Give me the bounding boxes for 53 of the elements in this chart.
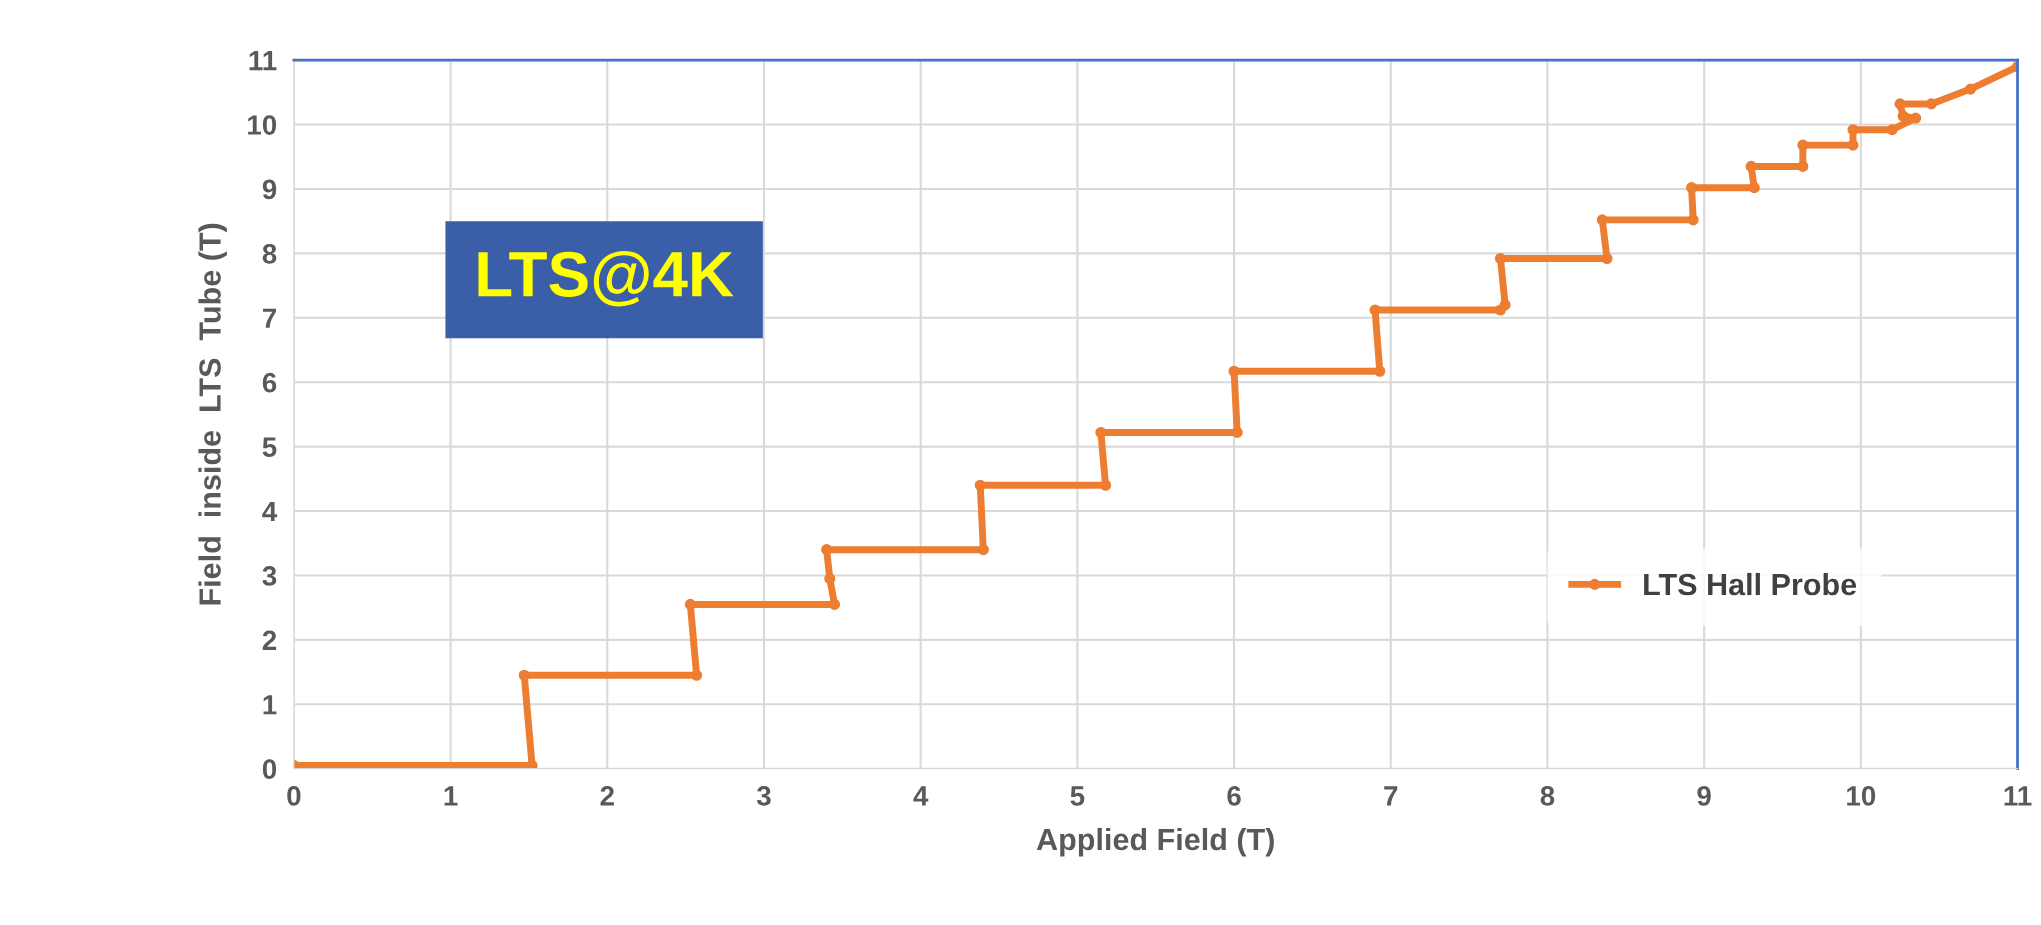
x-tick-label: 6 xyxy=(1227,786,1241,806)
x-tick-label: 10 xyxy=(1847,786,1876,806)
point xyxy=(1748,182,1760,194)
point xyxy=(1374,365,1386,377)
y-tick-label: 10 xyxy=(248,115,277,135)
x-tick-label: 0 xyxy=(287,786,301,806)
y-tick-label: 5 xyxy=(262,437,277,457)
point xyxy=(1601,252,1613,265)
x-tick-label: 8 xyxy=(1540,786,1555,806)
x-tick-label: 1 xyxy=(444,786,458,806)
point xyxy=(691,669,703,681)
y-tick-label: 9 xyxy=(262,179,277,200)
point xyxy=(824,573,836,585)
x-tick-label: 3 xyxy=(756,786,771,806)
point xyxy=(684,598,696,610)
point xyxy=(1745,160,1757,172)
annotation: LTS@4K xyxy=(478,250,734,307)
point xyxy=(1687,214,1699,226)
legend-label: LTS Hall Probe xyxy=(1644,572,1857,596)
point xyxy=(1894,98,1906,110)
y-tick-label: 0 xyxy=(262,759,277,780)
y-tick-label: 3 xyxy=(262,566,277,586)
y-tick-label: 8 xyxy=(262,244,277,264)
y-tick-label: 6 xyxy=(262,372,277,393)
point xyxy=(1596,214,1608,226)
x-tick-label: 5 xyxy=(1070,786,1085,806)
y-tick-label: 11 xyxy=(249,51,277,71)
point xyxy=(974,479,986,491)
y-tick-label: 1 xyxy=(263,695,277,715)
x-tick-label: 7 xyxy=(1384,786,1398,806)
y-tick-label: 2 xyxy=(262,630,277,650)
point xyxy=(1925,98,1937,110)
point xyxy=(518,669,530,681)
point xyxy=(1100,479,1112,491)
point xyxy=(1499,299,1511,311)
point xyxy=(821,544,833,556)
x-tick-label: 9 xyxy=(1697,786,1711,806)
x-tick-label: 11 xyxy=(2004,786,2032,806)
x-axis-title: Applied Field (T) xyxy=(1036,827,1274,857)
point xyxy=(1847,139,1859,151)
point xyxy=(1369,304,1381,316)
y-tick-label: 4 xyxy=(262,501,278,522)
x-tick-label: 2 xyxy=(600,786,614,806)
point xyxy=(977,544,989,556)
y-tick-label: 7 xyxy=(262,308,277,328)
x-tick-label: 4 xyxy=(913,786,929,806)
point xyxy=(1797,139,1809,151)
y-axis-title: Field inside LTS Tube (T) xyxy=(198,223,227,605)
point xyxy=(1897,110,1909,122)
point xyxy=(1886,124,1898,136)
point xyxy=(1964,83,1977,95)
point xyxy=(1686,182,1698,194)
point xyxy=(1228,365,1240,377)
